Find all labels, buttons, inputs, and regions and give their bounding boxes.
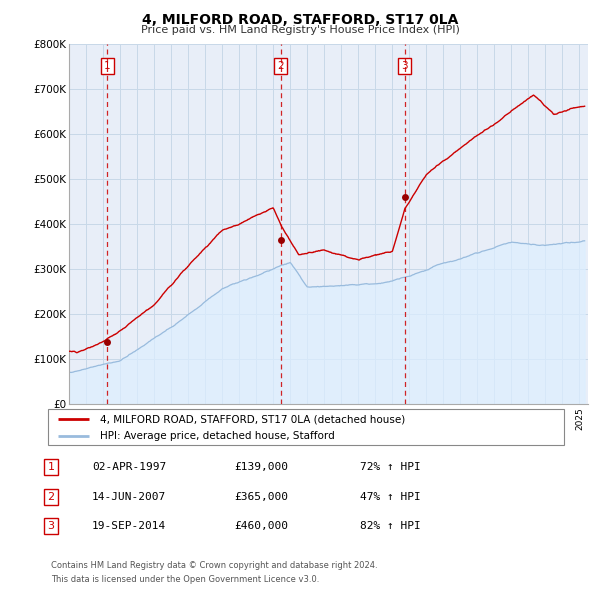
Text: 3: 3	[401, 61, 408, 71]
Text: HPI: Average price, detached house, Stafford: HPI: Average price, detached house, Staf…	[100, 431, 334, 441]
Text: 1: 1	[104, 61, 110, 71]
Text: 82% ↑ HPI: 82% ↑ HPI	[360, 522, 421, 531]
Text: 4, MILFORD ROAD, STAFFORD, ST17 0LA (detached house): 4, MILFORD ROAD, STAFFORD, ST17 0LA (det…	[100, 414, 405, 424]
Text: £460,000: £460,000	[234, 522, 288, 531]
Text: Contains HM Land Registry data © Crown copyright and database right 2024.: Contains HM Land Registry data © Crown c…	[51, 561, 377, 570]
Text: £139,000: £139,000	[234, 463, 288, 472]
Text: 14-JUN-2007: 14-JUN-2007	[92, 492, 166, 502]
Text: 2: 2	[47, 492, 55, 502]
Text: This data is licensed under the Open Government Licence v3.0.: This data is licensed under the Open Gov…	[51, 575, 319, 584]
Text: 3: 3	[47, 522, 55, 531]
Text: 47% ↑ HPI: 47% ↑ HPI	[360, 492, 421, 502]
Text: 72% ↑ HPI: 72% ↑ HPI	[360, 463, 421, 472]
Text: 4, MILFORD ROAD, STAFFORD, ST17 0LA: 4, MILFORD ROAD, STAFFORD, ST17 0LA	[142, 13, 458, 27]
FancyBboxPatch shape	[48, 409, 564, 445]
Text: 02-APR-1997: 02-APR-1997	[92, 463, 166, 472]
Text: 19-SEP-2014: 19-SEP-2014	[92, 522, 166, 531]
Text: 1: 1	[47, 463, 55, 472]
Text: Price paid vs. HM Land Registry's House Price Index (HPI): Price paid vs. HM Land Registry's House …	[140, 25, 460, 35]
Text: 2: 2	[278, 61, 284, 71]
Text: £365,000: £365,000	[234, 492, 288, 502]
